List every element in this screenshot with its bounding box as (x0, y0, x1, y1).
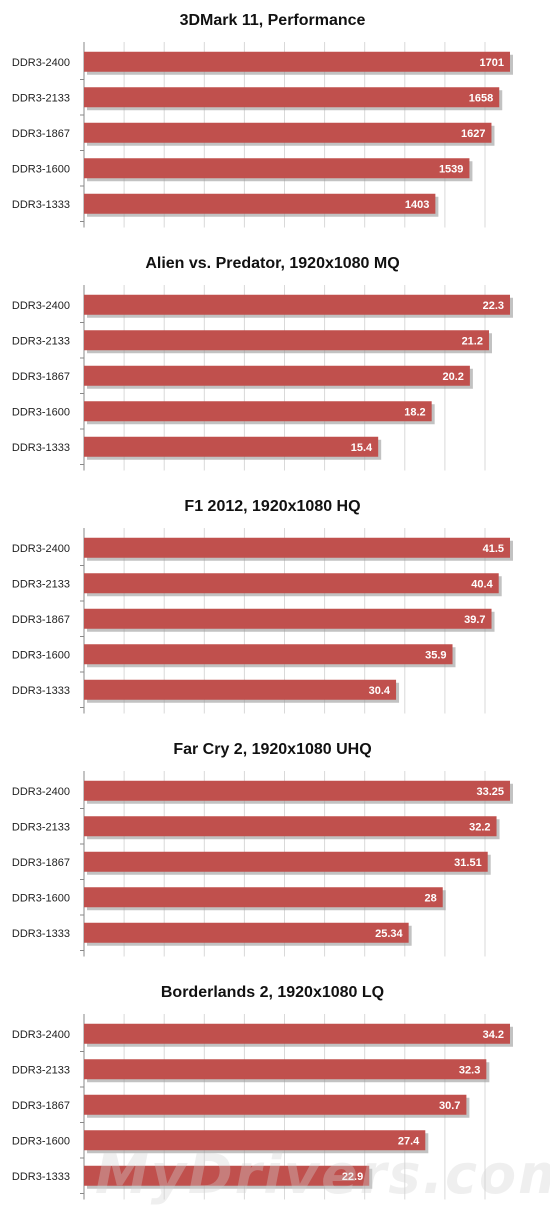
bar (84, 922, 409, 943)
category-label: DDR3-2400 (12, 300, 70, 312)
value-label: 1539 (439, 163, 463, 175)
category-label: DDR3-1600 (12, 649, 70, 661)
category-label: DDR3-1333 (12, 928, 70, 940)
category-label: DDR3-2400 (12, 786, 70, 798)
bar (84, 401, 432, 422)
value-label: 40.4 (471, 578, 493, 590)
category-label: DDR3-2133 (12, 1064, 70, 1076)
category-label: DDR3-1600 (12, 1135, 70, 1147)
bar (84, 87, 500, 108)
category-label: DDR3-2133 (12, 92, 70, 104)
bar (84, 816, 497, 837)
value-label: 27.4 (398, 1135, 420, 1147)
bar (84, 851, 488, 872)
chart-f1-2012: F1 2012, 1920x1080 HQ DDR3-2400 41.5 DDR3-… (0, 486, 550, 726)
category-label: DDR3-1867 (12, 857, 70, 869)
bar (84, 330, 489, 351)
chart-title: Borderlands 2, 1920x1080 LQ (160, 984, 385, 1001)
bar (84, 1094, 467, 1115)
value-label: 1658 (469, 92, 493, 104)
chart-title: Far Cry 2, 1920x1080 UHQ (173, 741, 372, 758)
category-label: DDR3-2400 (12, 543, 70, 555)
value-label: 18.2 (404, 406, 425, 418)
category-label: DDR3-2400 (12, 57, 70, 69)
value-label: 1701 (480, 57, 504, 69)
value-label: 15.4 (351, 442, 373, 454)
value-label: 39.7 (464, 614, 485, 626)
bar (84, 193, 436, 214)
value-label: 25.34 (375, 928, 403, 940)
value-label: 22.9 (342, 1171, 363, 1183)
bar (84, 158, 470, 179)
chart-title: F1 2012, 1920x1080 HQ (184, 498, 361, 515)
bar (84, 608, 492, 629)
value-label: 41.5 (483, 543, 504, 555)
value-label: 22.3 (483, 300, 504, 312)
bar (84, 294, 510, 315)
value-label: 28 (424, 892, 436, 904)
category-label: DDR3-1867 (12, 128, 70, 140)
plot-area: DDR3-2400 34.2 DDR3-2133 32.3 DDR3-1867 30.7 D… (0, 972, 550, 1206)
chart-borderlands-2: Borderlands 2, 1920x1080 LQ DDR3-2400 34.… (0, 972, 550, 1212)
value-label: 35.9 (425, 649, 446, 661)
bar (84, 122, 492, 143)
bar-chart-svg: DDR3-2400 1701 DDR3-2133 1658 DDR3-1867 1627 D… (12, 42, 513, 228)
plot-area: DDR3-2400 33.25 DDR3-2133 32.2 DDR3-1867 31.5… (0, 729, 550, 963)
plot-area: DDR3-2400 41.5 DDR3-2133 40.4 DDR3-1867 39.7 D… (0, 486, 550, 720)
category-label: DDR3-1600 (12, 163, 70, 175)
category-label: DDR3-1333 (12, 199, 70, 211)
bar (84, 1165, 370, 1186)
category-label: DDR3-1867 (12, 614, 70, 626)
value-label: 21.2 (462, 335, 483, 347)
bar (84, 1023, 510, 1044)
chart-3dmark11: 3DMark 11, Performance DDR3-2400 1701 DDR3… (0, 0, 550, 240)
value-label: 31.51 (454, 857, 482, 869)
bar (84, 887, 443, 908)
plot-area: DDR3-2400 1701 DDR3-2133 1658 DDR3-1867 1627 D… (0, 0, 550, 234)
category-label: DDR3-1867 (12, 371, 70, 383)
bar (84, 780, 510, 801)
category-label: DDR3-2133 (12, 578, 70, 590)
value-label: 30.4 (369, 685, 391, 697)
value-label: 30.7 (439, 1100, 460, 1112)
value-label: 20.2 (442, 371, 463, 383)
value-label: 32.3 (459, 1064, 480, 1076)
category-label: DDR3-1333 (12, 685, 70, 697)
bar-chart-svg: DDR3-2400 22.3 DDR3-2133 21.2 DDR3-1867 20.2 D… (12, 285, 513, 471)
category-label: DDR3-1333 (12, 442, 70, 454)
category-label: DDR3-1867 (12, 1100, 70, 1112)
bar-chart-svg: DDR3-2400 41.5 DDR3-2133 40.4 DDR3-1867 39.7 D… (12, 528, 513, 714)
value-label: 1403 (405, 199, 429, 211)
category-label: DDR3-2133 (12, 335, 70, 347)
bar (84, 644, 453, 665)
chart-title: 3DMark 11, Performance (179, 12, 366, 29)
bar (84, 436, 379, 457)
bar (84, 537, 510, 558)
category-label: DDR3-2133 (12, 821, 70, 833)
chart-title: Alien vs. Predator, 1920x1080 MQ (145, 255, 400, 272)
category-label: DDR3-1600 (12, 892, 70, 904)
bar (84, 365, 470, 386)
category-label: DDR3-1600 (12, 406, 70, 418)
bar (84, 1059, 487, 1080)
bar (84, 573, 499, 594)
value-label: 33.25 (476, 786, 504, 798)
bar (84, 1130, 426, 1151)
value-label: 32.2 (469, 821, 490, 833)
plot-area: DDR3-2400 22.3 DDR3-2133 21.2 DDR3-1867 20.2 D… (0, 243, 550, 477)
category-label: DDR3-1333 (12, 1171, 70, 1183)
bar (84, 679, 397, 700)
chart-far-cry-2: Far Cry 2, 1920x1080 UHQ DDR3-2400 33.25 D… (0, 729, 550, 969)
bar (84, 51, 510, 72)
chart-avp: Alien vs. Predator, 1920x1080 MQ DDR3-24… (0, 243, 550, 483)
bar-chart-svg: DDR3-2400 33.25 DDR3-2133 32.2 DDR3-1867 31.5… (12, 771, 513, 957)
category-label: DDR3-2400 (12, 1029, 70, 1041)
bar-chart-svg: DDR3-2400 34.2 DDR3-2133 32.3 DDR3-1867 30.7 D… (12, 1014, 513, 1200)
value-label: 1627 (461, 128, 485, 140)
value-label: 34.2 (483, 1029, 504, 1041)
